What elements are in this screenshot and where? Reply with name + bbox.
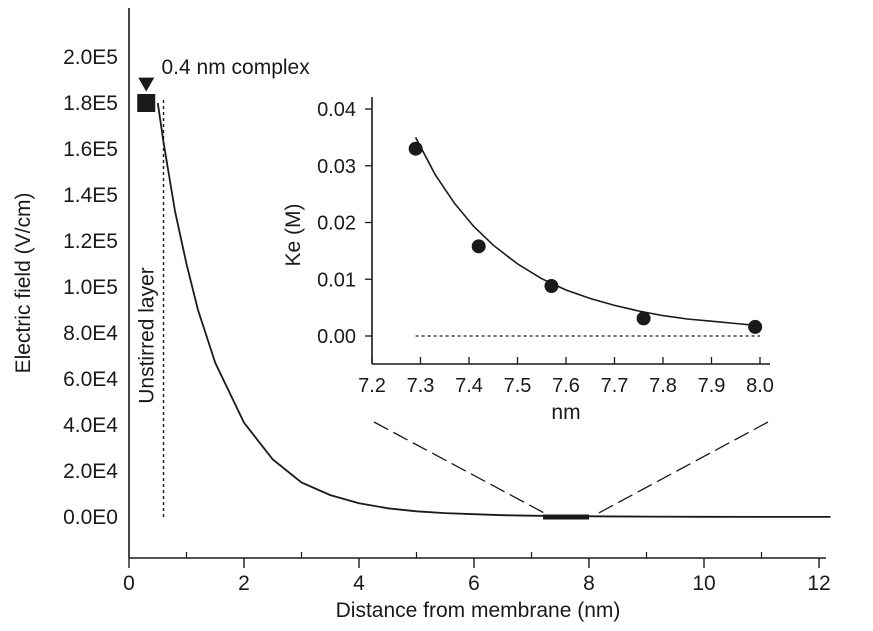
- main-x-tick-label: 12: [807, 572, 830, 595]
- inset-x-tick-label: 7.7: [601, 375, 629, 397]
- inset-x-tick-label: 7.9: [698, 375, 726, 397]
- main-y-tick-label: 4.0E4: [63, 414, 118, 437]
- electric-field-curve: [156, 102, 831, 518]
- ke-data-point: [471, 239, 486, 254]
- inset-x-tick-label: 7.4: [455, 375, 483, 397]
- zoom-connectors: [373, 421, 769, 516]
- ke-data-point: [544, 279, 559, 294]
- inset-x-tick-label: 7.5: [504, 375, 532, 397]
- inset-points: [408, 141, 763, 334]
- ke-data-point: [636, 311, 651, 326]
- main-y-ticks: 0.0E0 2.0E4 4.0E4 6.0E4 8.0E4 1.0E5 1.2E5 1.4E5…: [63, 46, 118, 529]
- main-y-tick-label: 2.0E5: [63, 46, 118, 69]
- main-x-tick-label: 4: [353, 572, 365, 595]
- main-y-tick-label: 0.0E0: [63, 506, 118, 529]
- inset-y-tick-label: 0.02: [317, 213, 356, 235]
- annotation-complex: 0.4 nm complex: [162, 56, 311, 79]
- ke-data-point: [408, 141, 423, 156]
- main-y-tick-label: 1.2E5: [63, 230, 118, 253]
- inset-y-tick-label: 0.00: [317, 326, 356, 348]
- main-x-tick-label: 8: [583, 572, 595, 595]
- main-y-tick-label: 1.8E5: [63, 92, 118, 115]
- inset-x-ticks: 7.2 7.3 7.4 7.5 7.6 7.7 7.8 7.9 8.0: [358, 357, 774, 397]
- main-chart: 0 2 4 6 8 10 12 0.0E0 2.0E4 4.0E4 6.0E4 8.0E4 1.0E5…: [12, 8, 831, 622]
- main-x-tick-label: 2: [238, 572, 250, 595]
- inset-y-tick-label: 0.04: [317, 99, 356, 121]
- main-y-tick-label: 2.0E4: [63, 460, 118, 483]
- main-y-tick-label: 1.6E5: [63, 138, 118, 161]
- inset-y-axis-title: Ke (M): [282, 204, 305, 267]
- complex-square-marker: [137, 94, 156, 112]
- inset-x-tick-label: 8.0: [746, 375, 774, 397]
- inset-x-tick-label: 7.3: [407, 375, 435, 397]
- inset-chart: 7.2 7.3 7.4 7.5 7.6 7.7 7.8 7.9 8.0 0.00 0.01 0.02…: [282, 97, 774, 424]
- inset-y-tick-label: 0.01: [317, 269, 356, 291]
- zoom-connector-left: [373, 421, 549, 516]
- main-y-tick-label: 6.0E4: [63, 368, 118, 391]
- main-y-tick-label: 1.4E5: [63, 184, 118, 207]
- annotation-unstirred-layer: Unstirred layer: [136, 267, 159, 404]
- ke-data-point: [748, 319, 763, 334]
- main-y-tick-label: 1.0E5: [63, 276, 118, 299]
- main-markers: [137, 77, 156, 112]
- ke-fit-curve: [414, 137, 761, 327]
- main-x-tick-label: 10: [692, 572, 715, 595]
- main-y-axis-title: Electric field (V/cm): [12, 193, 35, 374]
- main-y-tick-label: 8.0E4: [63, 322, 118, 345]
- inset-y-ticks: 0.00 0.01 0.02 0.03 0.04: [317, 99, 372, 348]
- inset-x-tick-label: 7.6: [552, 375, 580, 397]
- zoom-connector-right: [594, 421, 769, 516]
- complex-triangle-marker: [138, 77, 155, 92]
- main-x-tick-label: 6: [468, 572, 480, 595]
- inset-x-axis-title: nm: [551, 401, 580, 424]
- inset-x-tick-label: 7.8: [649, 375, 677, 397]
- main-x-ticks: 0 2 4 6 8 10 12: [123, 552, 831, 595]
- inset-x-tick-label: 7.2: [358, 375, 386, 397]
- main-x-axis-title: Distance from membrane (nm): [336, 599, 621, 622]
- main-x-tick-label: 0: [123, 572, 135, 595]
- inset-y-tick-label: 0.03: [317, 156, 356, 178]
